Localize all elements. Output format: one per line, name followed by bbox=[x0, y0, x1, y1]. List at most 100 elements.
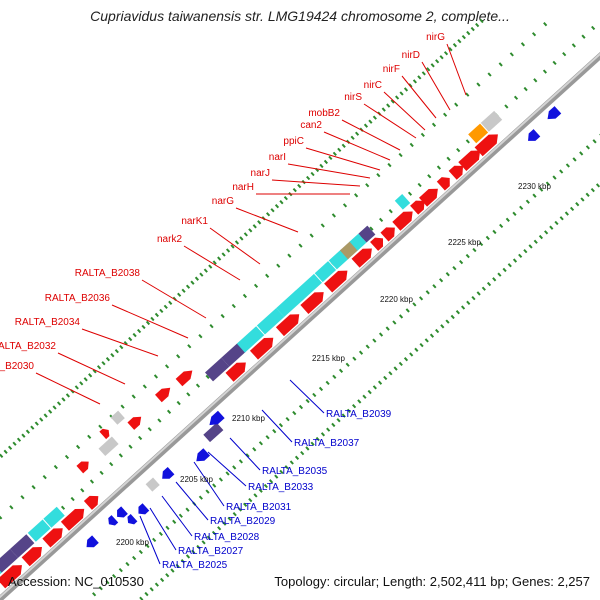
tick-mark bbox=[320, 432, 326, 437]
tick-mark bbox=[323, 159, 329, 165]
scale-label: 2220 kbp bbox=[380, 295, 413, 304]
cds-forward-arrow bbox=[458, 150, 481, 172]
tick-mark bbox=[237, 507, 243, 512]
tick-mark bbox=[518, 253, 523, 259]
tick-mark bbox=[70, 496, 75, 502]
tick-mark bbox=[325, 380, 330, 386]
backbone-line bbox=[0, 52, 600, 600]
cds-forward-arrow bbox=[225, 362, 246, 382]
tick-mark bbox=[88, 373, 93, 378]
tick-mark bbox=[440, 324, 445, 329]
tick-mark bbox=[0, 515, 3, 520]
tick-mark bbox=[345, 362, 350, 367]
tick-mark bbox=[118, 567, 123, 573]
tick-mark bbox=[461, 34, 466, 40]
tick-mark bbox=[206, 535, 211, 540]
tick-mark bbox=[470, 26, 475, 32]
features-layer bbox=[0, 106, 562, 589]
tick-mark bbox=[412, 79, 417, 84]
tick-mark bbox=[147, 427, 152, 432]
backbone-layer bbox=[0, 52, 600, 600]
cds-forward-arrow bbox=[380, 227, 395, 242]
tick-mark bbox=[289, 460, 294, 465]
feature-block bbox=[276, 290, 304, 318]
tick-mark bbox=[386, 103, 391, 108]
tick-mark bbox=[310, 171, 315, 177]
tick-mark bbox=[492, 229, 497, 235]
gene-label-forward: RALTA_B2036 bbox=[45, 293, 111, 304]
leader-line-forward bbox=[363, 103, 417, 139]
tick-mark bbox=[465, 139, 470, 144]
tick-mark bbox=[225, 471, 230, 476]
gene-label-forward: narI bbox=[269, 152, 286, 163]
tick-mark bbox=[181, 288, 186, 293]
feature-reverse bbox=[203, 422, 224, 443]
gene-label-forward: can2 bbox=[300, 120, 322, 131]
tick-mark bbox=[326, 427, 331, 432]
tick-mark bbox=[208, 264, 213, 269]
leader-line-forward bbox=[446, 43, 467, 96]
cds-forward-arrow bbox=[60, 508, 85, 531]
tick-mark bbox=[569, 206, 575, 212]
feature-small bbox=[127, 416, 142, 430]
feature-small bbox=[76, 461, 89, 474]
tick-mark bbox=[585, 145, 590, 150]
gene-label-reverse: RALTA_B2025 bbox=[162, 560, 228, 571]
tick-mark bbox=[385, 326, 390, 331]
feature-block bbox=[256, 308, 285, 335]
leader-line-reverse bbox=[149, 507, 177, 551]
tick-mark bbox=[268, 479, 274, 484]
scale-label: 2215 kbp bbox=[312, 354, 345, 363]
gene-label-forward: ppiC bbox=[283, 136, 304, 147]
tick-mark bbox=[417, 75, 422, 80]
feature-reverse bbox=[117, 506, 128, 518]
tick-mark bbox=[429, 333, 435, 338]
tick-mark bbox=[118, 453, 123, 458]
tick-mark bbox=[279, 469, 284, 475]
tick-mark bbox=[112, 573, 117, 579]
tick-mark bbox=[159, 308, 164, 314]
gene-label-forward: narK1 bbox=[181, 216, 208, 227]
feature-reverse bbox=[209, 410, 225, 426]
leader-line-reverse bbox=[161, 495, 193, 537]
tick-mark bbox=[272, 429, 277, 434]
tick-mark bbox=[486, 281, 492, 287]
leader-line-forward bbox=[81, 328, 159, 357]
tick-mark bbox=[475, 22, 480, 28]
tick-mark bbox=[331, 422, 336, 428]
accession-text: Accession: NC_010530 bbox=[8, 574, 144, 589]
tick-mark bbox=[285, 416, 290, 422]
tick-mark bbox=[39, 417, 44, 422]
feature-block bbox=[204, 357, 230, 382]
tick-mark bbox=[83, 377, 88, 382]
tick-mark bbox=[53, 464, 58, 470]
tick-mark bbox=[194, 276, 200, 281]
tick-mark bbox=[390, 99, 395, 104]
feature-block bbox=[221, 343, 246, 367]
tick-mark bbox=[552, 175, 557, 180]
feature-small bbox=[98, 436, 119, 457]
tick-mark bbox=[292, 187, 297, 193]
cds-forward-arrow bbox=[474, 134, 498, 157]
tick-mark bbox=[64, 454, 70, 460]
tick-mark bbox=[274, 204, 280, 209]
tick-mark bbox=[408, 83, 413, 88]
tick-mark bbox=[357, 399, 362, 404]
tick-mark bbox=[435, 59, 440, 64]
tick-mark bbox=[471, 295, 476, 301]
tick-mark bbox=[257, 220, 262, 225]
tick-mark bbox=[472, 247, 477, 253]
tick-mark bbox=[525, 199, 530, 204]
tick-mark bbox=[528, 244, 533, 249]
feature-block bbox=[294, 273, 323, 301]
feature-block bbox=[480, 110, 503, 132]
genome-summary-text: Topology: circular; Length: 2,502,411 bp… bbox=[274, 574, 590, 589]
tick-mark bbox=[341, 413, 346, 418]
leader-line-forward bbox=[35, 372, 101, 405]
tick-mark bbox=[170, 568, 175, 573]
tick-mark bbox=[403, 357, 409, 362]
tick-mark bbox=[9, 505, 14, 510]
tick-mark bbox=[395, 95, 400, 100]
tick-mark bbox=[372, 385, 377, 390]
